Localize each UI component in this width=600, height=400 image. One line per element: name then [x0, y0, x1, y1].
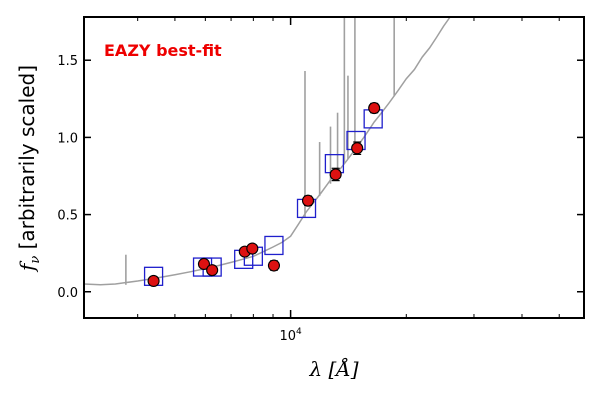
y-axis-label-group: fν [arbitrarily scaled]: [15, 65, 43, 273]
y-tick-label: 0.0: [57, 286, 78, 301]
x-tick-label: 104: [279, 327, 302, 344]
observed-point: [147, 274, 160, 288]
y-axis-label: fν [arbitrarily scaled]: [15, 65, 43, 273]
x-axis-label: λ [Å]: [308, 356, 358, 381]
tick-layer: 0.0 0.5 1.0 1.5 104: [57, 17, 584, 344]
observed-point: [301, 194, 315, 207]
observed-point: [329, 168, 342, 181]
x-tick-label-base: 10: [279, 329, 296, 344]
y-axis-label-sub: ν: [28, 256, 43, 264]
observed-point: [246, 242, 259, 255]
spectrum-line: [84, 17, 451, 286]
y-axis-label-rest: [arbitrarily scaled]: [15, 65, 39, 256]
model-photometry-square: [264, 235, 284, 256]
x-tick-label-exponent: 4: [296, 327, 302, 337]
observed-photometry-layer: [147, 102, 381, 288]
observed-point: [206, 264, 219, 277]
y-tick-label: 1.5: [57, 54, 78, 69]
model-photometry-layer: [143, 109, 383, 286]
observed-point: [368, 102, 381, 115]
observed-point: [267, 259, 280, 272]
annotation-eazy-best-fit: EAZY best-fit: [104, 41, 222, 60]
observed-point: [197, 257, 211, 271]
y-tick-label: 1.0: [57, 131, 78, 146]
observed-point: [351, 142, 364, 155]
y-tick-label: 0.5: [57, 209, 78, 224]
plot-frame: [83, 16, 585, 319]
